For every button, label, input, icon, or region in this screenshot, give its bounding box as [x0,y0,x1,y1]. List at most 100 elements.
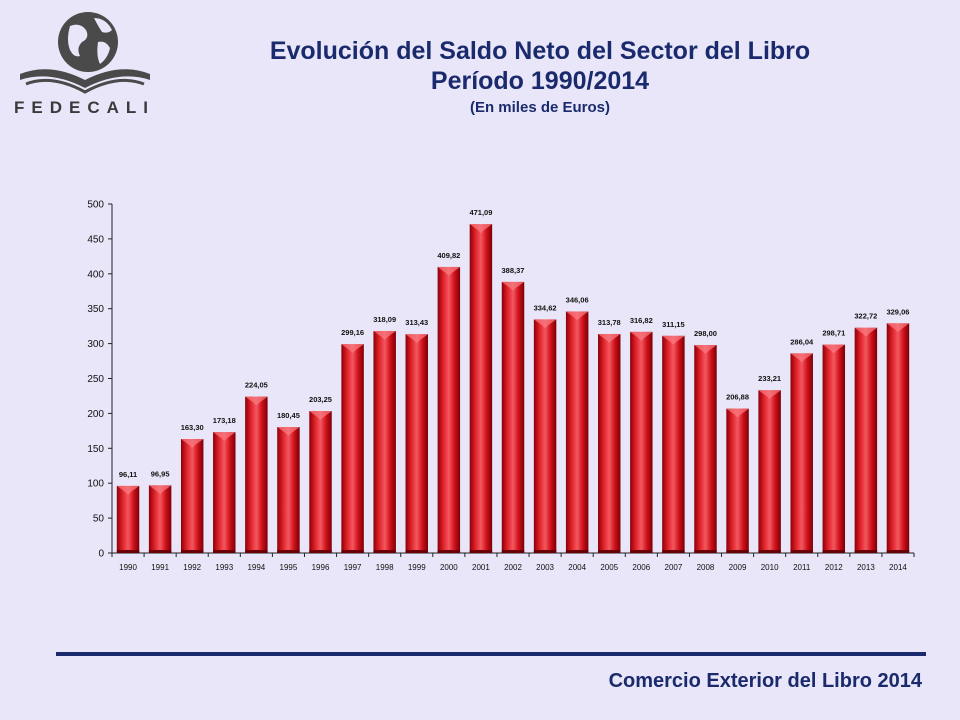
data-label: 96,95 [151,469,170,478]
y-tick-label: 500 [87,200,104,211]
bar-base [822,550,846,553]
bar-2008 [694,344,717,553]
data-label: 173,18 [213,416,236,425]
data-label: 388,37 [502,266,525,275]
bar-base [726,550,749,553]
x-tick-label: 1990 [119,563,137,572]
data-label: 311,15 [662,320,685,329]
bar-highlight [662,335,685,345]
bar-2004 [565,311,589,553]
bar-base [469,550,493,553]
bar-2012 [822,344,846,553]
data-label: 346,06 [566,295,589,304]
data-label: 313,78 [598,318,621,327]
y-tick-label: 300 [87,339,104,350]
bar-highlight [758,390,781,400]
chart-subtitle: (En miles de Euros) [469,99,611,116]
bar-base [630,550,653,553]
bar-2003 [533,319,557,553]
y-tick-label: 100 [87,479,104,490]
x-tick-label: 2009 [729,563,747,572]
y-tick-label: 450 [87,234,104,245]
bar-highlight [213,432,236,442]
bar-base [341,550,364,553]
data-label: 329,06 [886,307,909,316]
bar-2001 [469,224,493,553]
bar-highlight [501,281,525,291]
bar-2010 [758,390,781,553]
x-tick-label: 1991 [151,563,169,572]
x-tick-label: 1995 [280,563,298,572]
bar-1992 [180,439,204,553]
bar-base [854,550,878,553]
x-tick-label: 1994 [247,563,265,572]
x-tick-label: 1996 [312,563,330,572]
bar-highlight [822,344,846,354]
y-tick-label: 50 [93,514,105,525]
bar-highlight [854,327,878,337]
bar-base [662,550,685,553]
bar-highlight [373,330,396,340]
bar-2007 [662,335,685,553]
bar-base [405,550,428,553]
x-tick-label: 2013 [857,563,875,572]
bar-base [501,550,525,553]
data-label: 180,45 [277,411,300,420]
footer-text: Comercio Exterior del Libro 2014 [608,670,922,692]
data-label: 322,72 [854,312,877,321]
bar-1996 [309,411,332,553]
bar-base [886,550,910,553]
logo-text: FEDECALI [14,98,155,117]
bar-highlight [630,331,653,341]
bar-highlight [469,224,493,234]
bar-base [437,550,461,553]
y-tick-label: 150 [87,444,104,455]
bar-base [309,550,332,553]
bar-1990 [116,485,140,553]
footer-divider [56,652,926,656]
data-label: 163,30 [181,423,204,432]
data-label: 96,11 [119,470,137,479]
bar-1995 [277,427,300,553]
data-label: 206,88 [726,393,749,402]
bar-highlight [405,334,428,344]
data-label: 233,21 [758,374,781,383]
x-tick-label: 2014 [889,563,907,572]
x-tick-label: 2005 [600,563,618,572]
data-label: 286,04 [790,337,814,346]
bar-1997 [341,344,364,553]
bar-2013 [854,327,878,553]
book-icon [20,69,150,88]
y-tick-label: 200 [87,409,104,420]
bar-highlight [598,333,621,343]
bar-highlight [726,408,749,418]
chart-period: Período 1990/2014 [430,67,650,95]
bar-highlight [245,396,268,406]
bar-base [694,550,717,553]
bar-highlight [437,266,461,276]
x-tick-label: 2001 [472,563,490,572]
data-label: 298,71 [822,329,845,338]
bar-1993 [213,432,236,553]
bar-2002 [501,281,525,553]
bar-highlight [116,485,140,495]
bar-2005 [598,333,621,553]
x-tick-label: 2003 [536,563,554,572]
bar-base [373,550,396,553]
x-tick-label: 2010 [761,563,779,572]
x-tick-label: 1999 [408,563,426,572]
data-label: 471,09 [469,208,492,217]
bar-base [245,550,268,553]
bar-1999 [405,334,428,553]
x-tick-label: 2004 [568,563,586,572]
x-tick-label: 2007 [665,563,683,572]
data-label: 203,25 [309,395,332,404]
bar-highlight [790,353,813,363]
bar-base [213,550,236,553]
data-label: 409,82 [437,251,460,260]
bar-highlight [309,411,332,421]
x-tick-label: 1992 [183,563,201,572]
bar-base [148,550,172,553]
y-tick-label: 250 [87,374,104,385]
